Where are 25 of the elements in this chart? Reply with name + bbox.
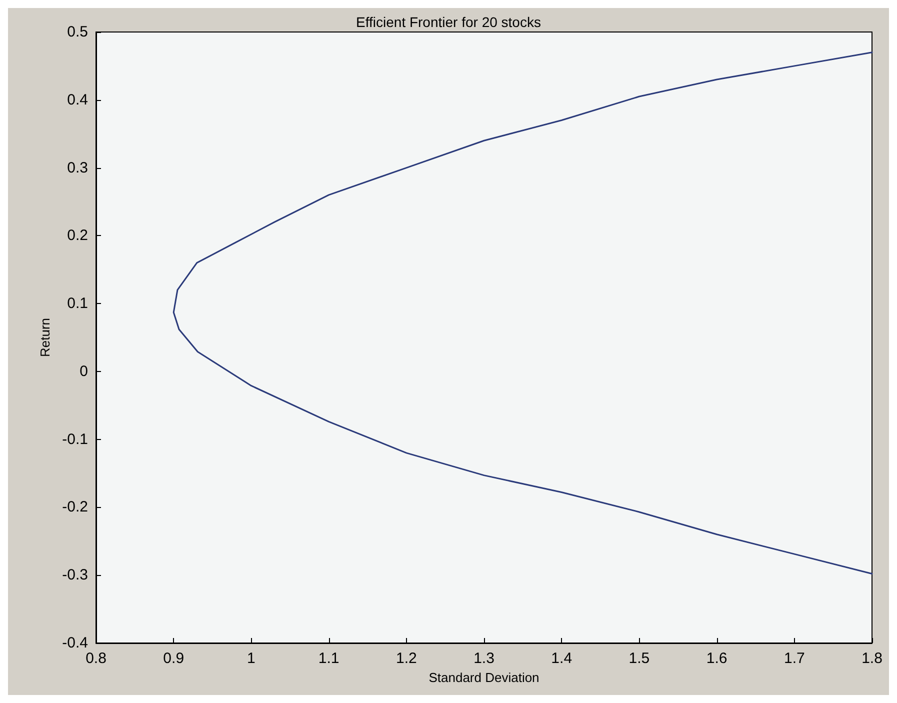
x-tick-label: 1.4 xyxy=(551,650,572,667)
y-axis-title: Return xyxy=(37,318,52,358)
y-tick-label: -0.2 xyxy=(62,498,88,516)
x-tick-label: 1.2 xyxy=(396,650,417,667)
x-tick-label: 1.5 xyxy=(628,650,650,667)
y-tick-label: 0.2 xyxy=(67,227,88,244)
x-tick-label: 1.3 xyxy=(474,650,494,667)
y-tick-label: 0 xyxy=(80,362,88,380)
x-axis-title: Standard Deviation xyxy=(428,670,540,685)
y-tick-label: -0.1 xyxy=(62,430,88,448)
x-tick-label: 1 xyxy=(247,650,256,667)
y-tick-label: 0.4 xyxy=(67,91,88,108)
x-tick-label: 1.6 xyxy=(706,650,728,667)
y-tick-label: 0.5 xyxy=(67,24,88,40)
x-tick-label: 0.9 xyxy=(163,650,184,667)
y-tick-label: -0.4 xyxy=(62,634,88,652)
chart-title: Efficient Frontier for 20 stocks xyxy=(356,14,541,30)
x-tick-label: 1.8 xyxy=(862,650,882,667)
y-tick-label: 0.3 xyxy=(67,159,88,176)
x-tick-label: 1.7 xyxy=(784,650,805,667)
y-tick-label: 0.1 xyxy=(67,295,88,312)
y-tick-label: -0.3 xyxy=(62,566,88,584)
x-tick-label: 1.1 xyxy=(318,650,340,667)
line-series xyxy=(172,52,873,575)
x-tick-label: 0.8 xyxy=(86,650,106,667)
